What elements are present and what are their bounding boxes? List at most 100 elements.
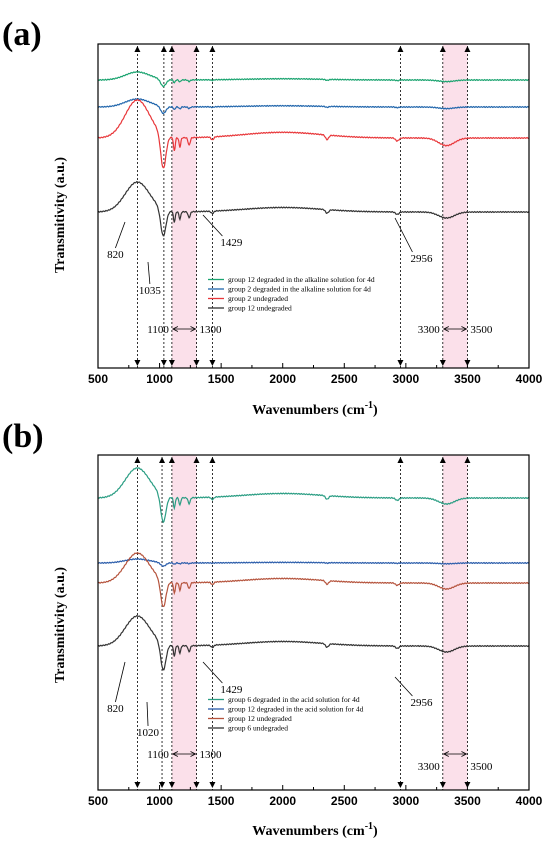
annotation-label: 820 — [107, 703, 124, 715]
reference-arrow-bottom — [159, 782, 166, 788]
annotation-leader — [115, 661, 126, 703]
annotation-leader — [146, 701, 149, 727]
highlight-band — [442, 455, 468, 790]
highlight-band — [442, 44, 468, 368]
legend-entry: group 12 degraded in the alkaline soluti… — [228, 275, 375, 284]
x-tick-label: 3500 — [454, 794, 481, 808]
legend-entry: group 2 undegraded — [228, 294, 288, 303]
panel-b-annotations: 820 1020 1100 1300 1429 2956 3300 3500 — [107, 661, 493, 773]
reference-arrow-top — [397, 457, 404, 463]
legend-entry: group 6 undegraded — [228, 724, 288, 733]
reference-arrow-top — [160, 46, 167, 52]
panel-b-y-axis-label: Transmitivity (a.u.) — [53, 567, 68, 683]
series-line — [97, 71, 530, 88]
reference-arrow-top — [159, 457, 166, 463]
panel-b-label: (b) — [2, 418, 44, 455]
x-tick-label: 4000 — [516, 794, 543, 808]
panel-a-y-axis-label: Transmitivity (a.u.) — [53, 157, 68, 273]
annotation-label: 3500 — [470, 324, 493, 336]
band-arrowhead — [442, 326, 449, 332]
x-tick-label: 3000 — [393, 794, 420, 808]
reference-arrow-top — [193, 457, 200, 463]
reference-arrow-bottom — [193, 360, 200, 366]
band-arrowhead — [442, 751, 449, 757]
x-tick-label: 500 — [88, 372, 108, 386]
highlight-band — [171, 44, 197, 368]
annotation-leader — [147, 261, 151, 285]
reference-arrow-top — [464, 46, 471, 52]
x-tick-label: 500 — [88, 794, 108, 808]
reference-arrow-bottom — [397, 360, 404, 366]
annotation-label: 1300 — [200, 324, 223, 336]
annotation-label: 2956 — [410, 697, 433, 709]
x-tick-label: 2000 — [269, 794, 296, 808]
panel-b-reference-lines — [134, 457, 471, 790]
annotation-label: 3300 — [418, 761, 441, 773]
reference-arrow-top — [439, 457, 446, 463]
panel-a-x-axis-label: Wavenumbers (cm-1) — [252, 400, 378, 418]
reference-arrow-bottom — [168, 782, 175, 788]
band-arrowhead — [190, 751, 197, 757]
x-tick-label: 2500 — [331, 372, 358, 386]
reference-arrow-top — [193, 46, 200, 52]
annotation-label: 3300 — [418, 324, 441, 336]
legend-entry: group 12 degraded in the acid solution f… — [228, 705, 364, 714]
legend-entry: group 12 undegraded — [228, 714, 292, 723]
series-line — [97, 180, 530, 237]
annotation-leader — [115, 221, 126, 249]
reference-arrow-bottom — [160, 360, 167, 366]
annotation-label: 1429 — [220, 684, 243, 696]
panel-b-x-ticks: 500 1000 1500 2000 2500 3000 3500 4000 — [88, 785, 543, 808]
legend-entry: group 12 undegraded — [228, 304, 292, 313]
panel-a-x-ticks: 500 1000 1500 2000 2500 3000 3500 4000 — [88, 363, 543, 386]
x-tick-label: 1500 — [208, 372, 235, 386]
reference-arrow-bottom — [168, 360, 175, 366]
panel-b: (b) 500 1000 1500 2000 2500 3000 3500 4000 820 1… — [2, 418, 543, 839]
legend-entry: group 6 degraded in the acid solution fo… — [228, 695, 360, 704]
panel-b-x-axis-label: Wavenumbers (cm-1) — [252, 821, 378, 839]
annotation-label: 1429 — [220, 237, 243, 249]
highlight-band — [171, 455, 197, 790]
legend-entry: group 2 degraded in the alkaline solutio… — [228, 285, 371, 294]
reference-arrow-bottom — [439, 360, 446, 366]
panel-b-bands — [171, 455, 468, 790]
band-arrowhead — [171, 751, 179, 757]
reference-arrow-bottom — [439, 782, 446, 788]
x-tick-label: 1500 — [208, 794, 235, 808]
panel-a-reference-lines — [134, 46, 471, 368]
panel-a-annotations: 820 1035 1100 1300 1429 2956 3300 3500 — [107, 214, 493, 336]
reference-arrow-top — [209, 457, 216, 463]
panel-a-bands — [171, 44, 468, 368]
panel-a-legend: group 12 degraded in the alkaline soluti… — [208, 275, 375, 313]
reference-arrow-top — [397, 46, 404, 52]
annotation-leader — [394, 217, 413, 253]
panel-a-series — [97, 71, 530, 237]
band-arrowhead — [190, 326, 197, 332]
series-line — [97, 98, 530, 169]
panel-b-series — [97, 467, 530, 671]
reference-arrow-bottom — [193, 782, 200, 788]
series-line — [97, 551, 530, 608]
annotation-label: 3500 — [470, 761, 493, 773]
annotation-leader — [202, 661, 223, 684]
reference-arrow-bottom — [209, 782, 216, 788]
annotation-leader — [202, 214, 223, 237]
annotation-label: 1020 — [137, 727, 160, 739]
series-line — [97, 558, 530, 568]
reference-arrow-top — [134, 457, 141, 463]
x-tick-label: 3000 — [393, 372, 420, 386]
x-tick-label: 1000 — [146, 794, 173, 808]
series-line — [97, 614, 530, 671]
reference-arrow-bottom — [397, 782, 404, 788]
series-line — [97, 98, 530, 115]
reference-arrow-top — [209, 46, 216, 52]
annotation-leader — [394, 676, 413, 697]
annotation-label: 2956 — [410, 253, 433, 265]
panel-a: (a) 500 1000 1500 2000 2500 3000 3500 4000 820 1… — [2, 16, 543, 418]
reference-arrow-top — [464, 457, 471, 463]
x-tick-label: 2500 — [331, 794, 358, 808]
reference-arrow-top — [168, 457, 175, 463]
panel-a-label: (a) — [2, 16, 42, 53]
x-tick-label: 4000 — [516, 372, 543, 386]
